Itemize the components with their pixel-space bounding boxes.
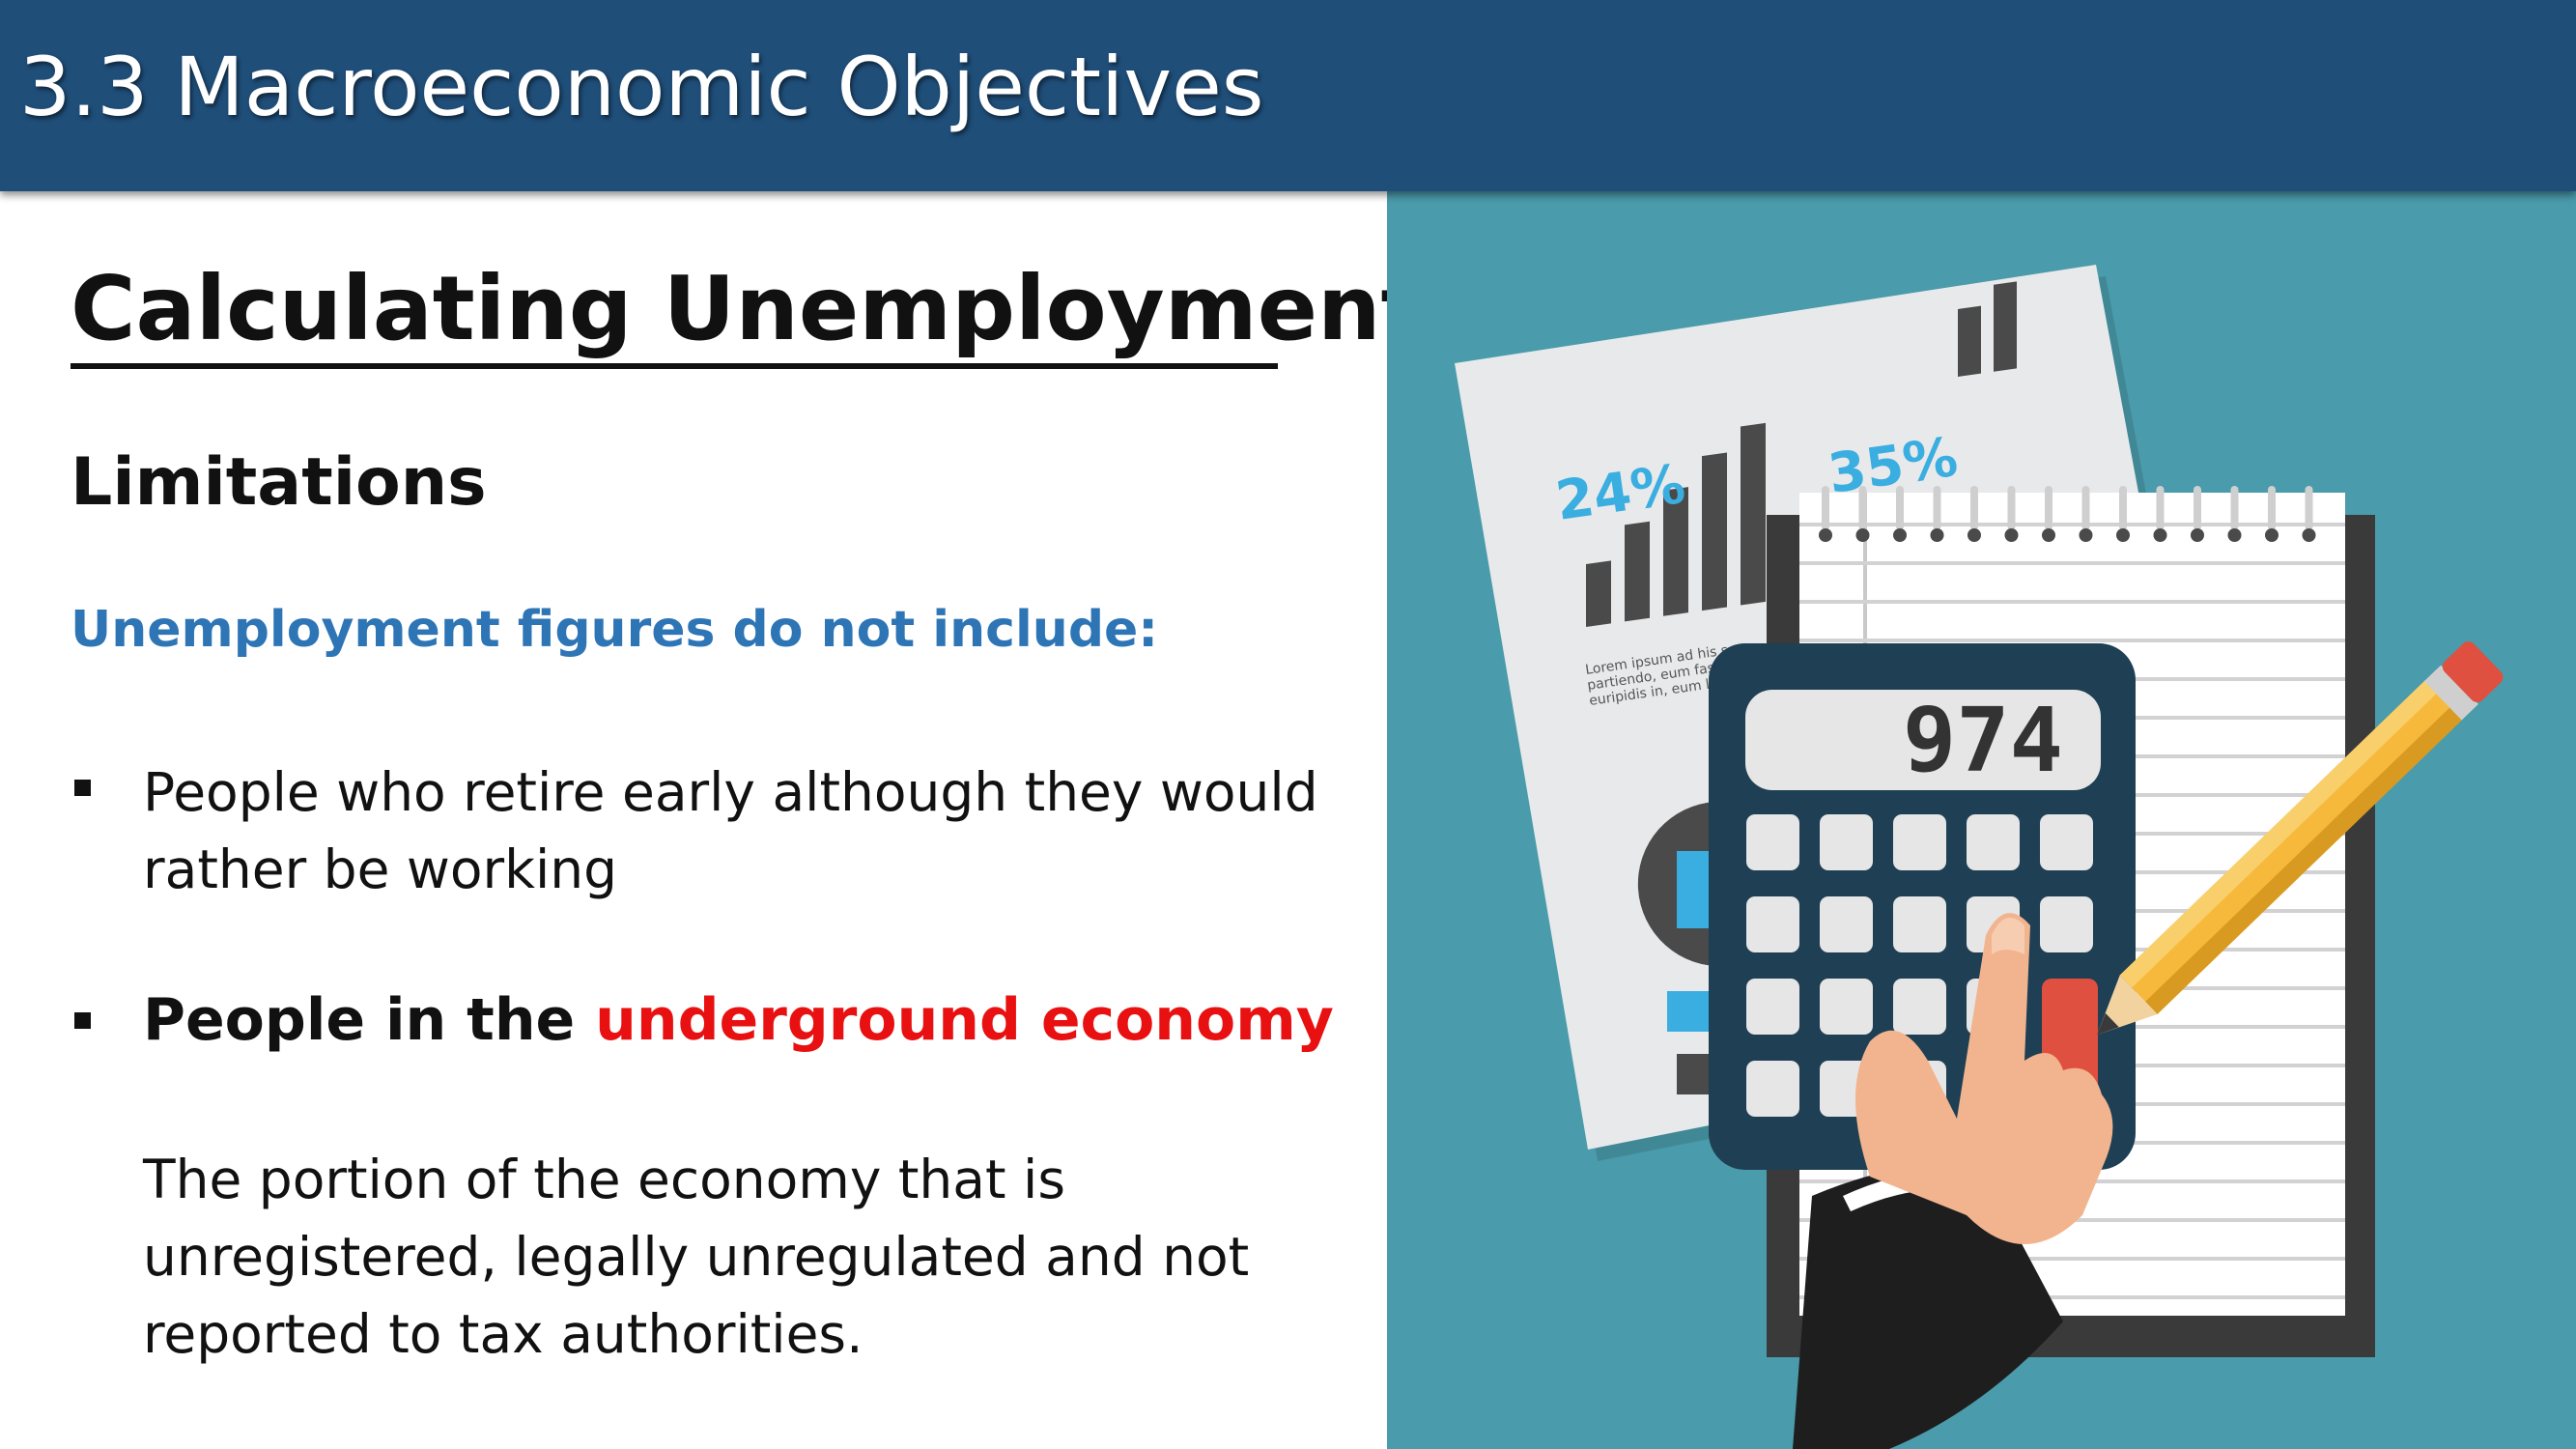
- notepad-ring: [1933, 486, 1941, 530]
- report-bar: [1994, 281, 2017, 372]
- calculator-key: [1967, 814, 2020, 870]
- bullet-item-1: People who retire early although they wo…: [143, 761, 1318, 900]
- bullet-item-2: People in the underground economy: [143, 981, 1379, 1059]
- notepad-ring: [2119, 486, 2127, 530]
- notepad-ring-hole: [2116, 528, 2130, 542]
- notepad-ring: [1858, 486, 1867, 530]
- report-bar: [1702, 452, 1727, 611]
- calculator-key: [1893, 979, 1946, 1035]
- bullet-square-icon: [74, 1012, 91, 1029]
- bullet-item-2-prefix: People in the: [143, 986, 596, 1054]
- calculator: 974: [1709, 643, 2136, 1170]
- calculator-key: [1893, 896, 1946, 952]
- bullet-square-icon: [74, 780, 91, 796]
- notepad-ring: [2081, 486, 2090, 530]
- calculator-key: [1746, 979, 1799, 1035]
- slide-title: Calculating Unemployment: [71, 257, 1424, 360]
- calculator-key: [1746, 1061, 1799, 1117]
- description-text: The portion of the economy that is unreg…: [143, 1149, 1250, 1365]
- title-underline: [71, 363, 1278, 369]
- notepad-ring: [2305, 486, 2313, 530]
- notepad-ring-hole: [2079, 528, 2093, 542]
- calculator-key: [1746, 814, 1799, 870]
- header-bar: 3.3 Macroeconomic Objectives: [0, 0, 2576, 191]
- calculator-key: [2040, 814, 2093, 870]
- report-bar: [1586, 560, 1611, 628]
- report-bar: [1958, 305, 1981, 377]
- notepad-ring: [1896, 486, 1904, 530]
- pencil-icon: [2096, 641, 2504, 1036]
- calculator-key: [1820, 979, 1873, 1035]
- notepad-ring: [2007, 486, 2016, 530]
- notepad-ring-hole: [1967, 528, 1981, 542]
- notepad-ring-hole: [2004, 528, 2019, 542]
- notepad-ring-hole: [1893, 528, 1907, 542]
- notepad-ring-hole: [2265, 528, 2279, 542]
- intro-text: Unemployment figures do not include:: [71, 601, 1159, 659]
- notepad-ring-hole: [2191, 528, 2204, 542]
- calculator-key: [2040, 896, 2093, 952]
- calculator-key: [1820, 896, 1873, 952]
- notepad-ring: [1822, 486, 1829, 530]
- notepad-ring-hole: [1855, 528, 1870, 542]
- subheading: Limitations: [71, 444, 487, 521]
- calculator-key: [1893, 814, 1946, 870]
- calculator-illustration: 24% 35% Lorem ipsum ad his s partiendo, …: [1387, 191, 2576, 1449]
- calculator-key: [1746, 896, 1799, 952]
- slide-content: Calculating Unemployment Limitations Une…: [0, 191, 1423, 1449]
- report-legend-swatch: [1667, 991, 1711, 1032]
- notepad-ring-hole: [2227, 528, 2242, 542]
- notepad-ring-hole: [1819, 528, 1832, 542]
- calculator-key: [1820, 814, 1873, 870]
- report-bar: [1741, 422, 1766, 606]
- notepad-ring: [2268, 486, 2276, 530]
- notepad-ring: [2230, 486, 2239, 530]
- notepad-ring: [2194, 486, 2201, 530]
- notepad-ring: [2045, 486, 2052, 530]
- fingernail: [1992, 918, 2024, 954]
- header-title: 3.3 Macroeconomic Objectives: [19, 40, 1264, 134]
- hand-icon: [1793, 913, 2113, 1449]
- report-bar: [1663, 487, 1688, 616]
- notepad-ring-hole: [2302, 528, 2316, 542]
- hand: [1855, 913, 2113, 1244]
- notepad-ring-hole: [2042, 528, 2055, 542]
- report-bar: [1625, 521, 1650, 622]
- notepad-ring-hole: [2153, 528, 2167, 542]
- notepad-ring: [1970, 486, 1978, 530]
- notepad-ring: [2156, 486, 2165, 530]
- calculator-display-value: 974: [1903, 689, 2063, 792]
- underground-economy-highlight: underground economy: [595, 986, 1334, 1054]
- calculator-display: [1745, 690, 2101, 790]
- notepad-ring-hole: [1930, 528, 1944, 542]
